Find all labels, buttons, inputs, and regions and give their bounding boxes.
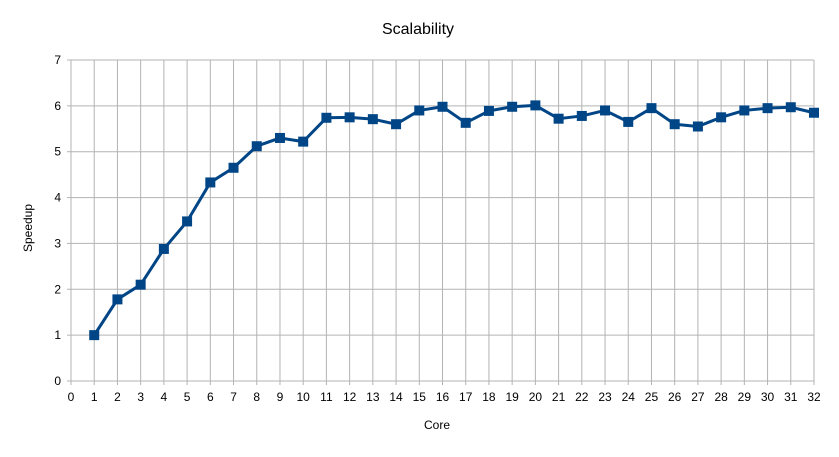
x-tick-label: 25 bbox=[645, 390, 659, 404]
data-point bbox=[158, 243, 169, 254]
data-point bbox=[414, 105, 425, 116]
x-tick-label: 30 bbox=[761, 390, 775, 404]
x-tick-label: 32 bbox=[807, 390, 821, 404]
x-tick-label: 12 bbox=[343, 390, 357, 404]
x-tick-label: 0 bbox=[68, 390, 75, 404]
x-tick-label: 31 bbox=[784, 390, 798, 404]
data-point bbox=[646, 103, 657, 114]
series-line bbox=[92, 103, 815, 336]
x-tick-label: 23 bbox=[598, 390, 612, 404]
x-tick-label: 6 bbox=[207, 390, 214, 404]
y-tick-label: 3 bbox=[54, 236, 61, 250]
data-point bbox=[600, 105, 611, 116]
x-tick-label: 15 bbox=[413, 390, 427, 404]
x-tick-label: 13 bbox=[366, 390, 380, 404]
x-tick-label: 7 bbox=[230, 390, 237, 404]
x-tick-label: 24 bbox=[622, 390, 636, 404]
x-tick-label: 16 bbox=[436, 390, 450, 404]
data-point bbox=[182, 216, 193, 227]
data-point bbox=[530, 100, 541, 111]
x-tick-label: 29 bbox=[738, 390, 752, 404]
data-point bbox=[507, 101, 518, 112]
x-tick-label: 5 bbox=[184, 390, 191, 404]
x-tick-label: 18 bbox=[482, 390, 496, 404]
series-layer bbox=[89, 100, 819, 341]
data-point bbox=[576, 110, 587, 121]
data-point bbox=[692, 121, 703, 132]
x-tick-label: 21 bbox=[552, 390, 566, 404]
y-tick-label: 5 bbox=[54, 145, 61, 159]
y-tick-label: 1 bbox=[54, 328, 61, 342]
y-tick-label: 6 bbox=[54, 99, 61, 113]
y-tick-label: 7 bbox=[54, 53, 61, 67]
data-point bbox=[716, 112, 727, 123]
data-point bbox=[274, 132, 285, 143]
data-point bbox=[367, 114, 378, 125]
data-point bbox=[460, 117, 471, 128]
data-point bbox=[205, 177, 216, 188]
data-point bbox=[762, 103, 773, 114]
x-tick-label: 26 bbox=[668, 390, 682, 404]
data-point bbox=[483, 105, 494, 116]
x-tick-label: 1 bbox=[91, 390, 98, 404]
data-point bbox=[739, 105, 750, 116]
data-point bbox=[112, 294, 123, 305]
data-point bbox=[553, 113, 564, 124]
data-point bbox=[135, 279, 146, 290]
data-point bbox=[809, 107, 819, 118]
data-point bbox=[251, 141, 262, 152]
data-point bbox=[391, 119, 402, 130]
x-axis-label: Core bbox=[424, 418, 450, 432]
data-point bbox=[623, 116, 634, 127]
data-point bbox=[437, 101, 448, 112]
data-point bbox=[89, 330, 100, 341]
x-tick-label: 8 bbox=[253, 390, 260, 404]
y-tick-label: 0 bbox=[54, 374, 61, 388]
data-point bbox=[321, 112, 332, 123]
data-point bbox=[228, 162, 239, 173]
x-tick-label: 4 bbox=[161, 390, 168, 404]
axes: 0 1 2 3 4 5 6 7 8 9 10 11 12 13 14 15 16 17 18 19 20 21 22 23 24… bbox=[54, 53, 821, 404]
data-point bbox=[344, 112, 355, 123]
data-point bbox=[298, 136, 309, 147]
y-tick-label: 2 bbox=[54, 282, 61, 296]
x-tick-label: 19 bbox=[505, 390, 519, 404]
x-tick-label: 27 bbox=[691, 390, 705, 404]
y-tick-label: 4 bbox=[54, 191, 61, 205]
x-tick-label: 11 bbox=[320, 390, 333, 404]
data-point bbox=[785, 102, 796, 113]
y-axis-label: Speedup bbox=[21, 204, 35, 252]
chart-title: Scalability bbox=[382, 21, 454, 38]
x-tick-label: 22 bbox=[575, 390, 589, 404]
x-tick-label: 3 bbox=[137, 390, 144, 404]
data-point bbox=[669, 119, 680, 130]
x-tick-label: 28 bbox=[714, 390, 728, 404]
x-tick-label: 9 bbox=[277, 390, 284, 404]
x-tick-label: 14 bbox=[389, 390, 403, 404]
x-tick-label: 10 bbox=[297, 390, 311, 404]
x-tick-label: 2 bbox=[114, 390, 121, 404]
x-tick-label: 17 bbox=[459, 390, 473, 404]
x-tick-label: 20 bbox=[529, 390, 543, 404]
